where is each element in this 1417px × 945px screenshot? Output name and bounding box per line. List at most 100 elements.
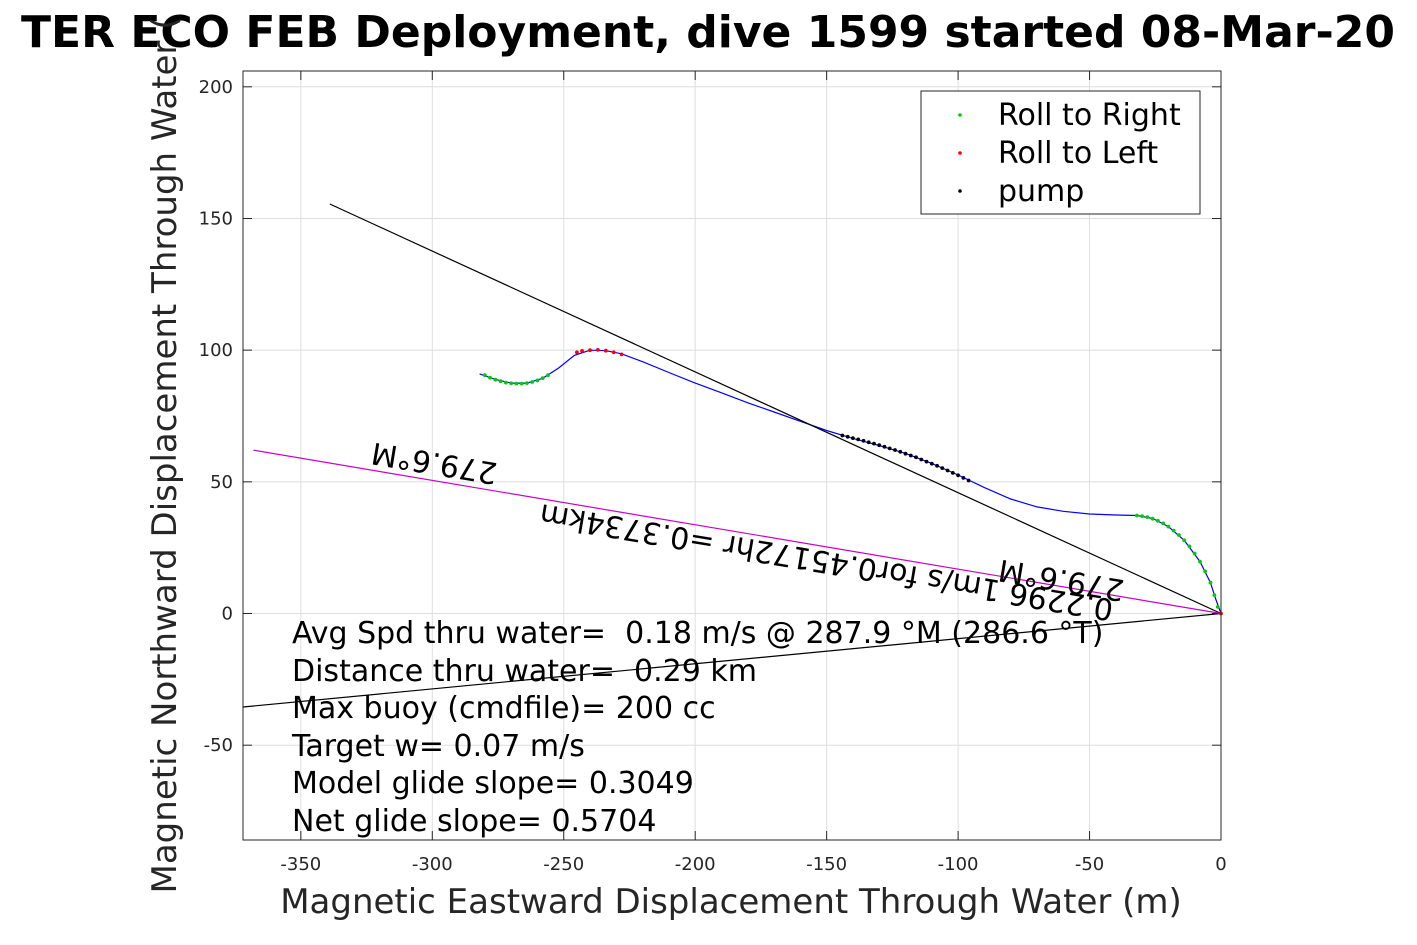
x-tick-label: -250 [543, 854, 584, 875]
x-tick-label: -150 [806, 854, 847, 875]
roll-to-right-point [1212, 593, 1217, 597]
stat-distance: Distance thru water= 0.29 km [292, 654, 757, 689]
pump-point [856, 437, 861, 442]
y-tick-label: 150 [199, 208, 233, 229]
roll-to-right-point [493, 377, 498, 382]
pump-point [877, 443, 882, 448]
stat-max-buoy: Max buoy (cmdfile)= 200 cc [292, 691, 716, 726]
pump-point [840, 433, 845, 438]
pump-point [935, 463, 939, 468]
roll-to-left-point [596, 348, 600, 352]
roll-to-right-point [509, 381, 514, 386]
pump-point [882, 444, 887, 449]
y-tick-label: 100 [199, 340, 233, 361]
roll-to-right-point [1177, 533, 1181, 537]
pump-point [887, 446, 892, 451]
axes-box [242, 70, 1222, 841]
legend-marker-roll-left [958, 151, 962, 155]
pump-point [893, 448, 897, 452]
roll-to-right-point [530, 380, 535, 384]
pump-point [929, 461, 934, 466]
roll-to-right-point [525, 381, 529, 385]
stat-avg-speed: Avg Spd thru water= 0.18 m/s @ 287.9 °M … [292, 616, 1103, 651]
roll-to-right-point [1150, 516, 1155, 521]
roll-to-left-point [588, 348, 592, 353]
legend-label-pump: pump [998, 174, 1084, 209]
roll-to-right-point [1135, 513, 1139, 518]
pump-point [961, 476, 966, 480]
roll-to-left-point [611, 350, 616, 355]
x-tick-label: -300 [412, 854, 453, 875]
roll-to-right-point [546, 373, 550, 378]
pump-point [940, 466, 945, 470]
stats-block: Avg Spd thru water= 0.18 m/s @ 287.9 °M … [291, 616, 1103, 839]
roll-to-right-point [1171, 528, 1176, 533]
roll-to-right-point [1192, 551, 1197, 556]
roll-to-left-point [575, 350, 579, 355]
y-axis-label: Magnetic Northward Displacement Through … [145, 17, 185, 894]
roll-to-right-point [1140, 514, 1144, 518]
x-tick-label: 0 [1215, 854, 1226, 875]
roll-to-left-point [580, 349, 584, 353]
pump-point [966, 478, 971, 483]
pump-point [919, 457, 924, 462]
legend-label-roll-right: Roll to Right [998, 98, 1181, 133]
roll-to-right-point [1145, 515, 1150, 519]
legend-label-roll-left: Roll to Left [998, 136, 1158, 171]
roll-to-right-point [514, 381, 519, 386]
y-tick-label: 0 [222, 604, 233, 625]
roll-to-right-point [1166, 524, 1171, 529]
legend: Roll to Right Roll to Left pump [920, 90, 1201, 215]
y-tick-label: 50 [210, 472, 233, 493]
roll-to-left-point [619, 352, 624, 357]
drift-line [253, 449, 1222, 615]
roll-to-right-point [483, 373, 487, 378]
heading-line [242, 612, 1222, 708]
y-tick-label: -50 [204, 735, 233, 756]
y-tick-label: 200 [199, 77, 233, 98]
roll-to-right-point [504, 380, 508, 385]
roll-to-right-point [1203, 569, 1208, 574]
x-tick-label: -350 [280, 854, 321, 875]
roll-to-right-point [1187, 544, 1192, 549]
pump-point [866, 440, 871, 445]
roll-to-right-point [519, 381, 524, 386]
pump-point [851, 436, 855, 440]
pump-point [956, 473, 960, 478]
roll-to-right-point [1208, 580, 1213, 585]
pump-point [924, 459, 929, 464]
legend-marker-pump [958, 189, 962, 193]
pump-point [861, 438, 866, 443]
chart-title: TER ECO FEB Deployment, dive 1599 starte… [21, 7, 1395, 58]
x-axis-label: Magnetic Eastward Displacement Through W… [280, 882, 1182, 922]
roll-to-right-point [488, 375, 492, 380]
legend-box [920, 90, 1201, 215]
data-points [483, 348, 1223, 616]
roll-to-right-point [498, 379, 503, 384]
pump-point [872, 441, 876, 446]
pump-point [903, 451, 908, 456]
stat-model-glide: Model glide slope= 0.3049 [292, 766, 694, 801]
roll-to-left-point [603, 348, 608, 353]
roll-to-right-point [1215, 605, 1220, 609]
stat-target-w: Target w= 0.07 m/s [291, 729, 585, 764]
x-tick-label: -200 [675, 854, 716, 875]
roll-to-right-point [1198, 559, 1202, 564]
heading-line [329, 203, 1222, 615]
roll-to-right-point [1156, 518, 1160, 523]
roll-to-right-point [1161, 521, 1166, 526]
x-ticks: -350 -300 -250 -200 -150 -100 -50 0 [280, 71, 1227, 875]
roll-to-right-point [535, 378, 540, 383]
y-ticks: -50 0 50 100 150 200 [199, 77, 1221, 756]
pump-point [908, 453, 913, 458]
stat-net-glide: Net glide slope= 0.5704 [292, 804, 656, 839]
pump-point [914, 455, 918, 460]
roll-to-right-point [540, 376, 545, 380]
x-tick-label: -100 [938, 854, 979, 875]
legend-marker-roll-right [958, 113, 962, 117]
pump-point [898, 449, 903, 454]
pump-point [950, 471, 955, 475]
pump-point [945, 468, 950, 473]
x-tick-label: -50 [1075, 854, 1104, 875]
